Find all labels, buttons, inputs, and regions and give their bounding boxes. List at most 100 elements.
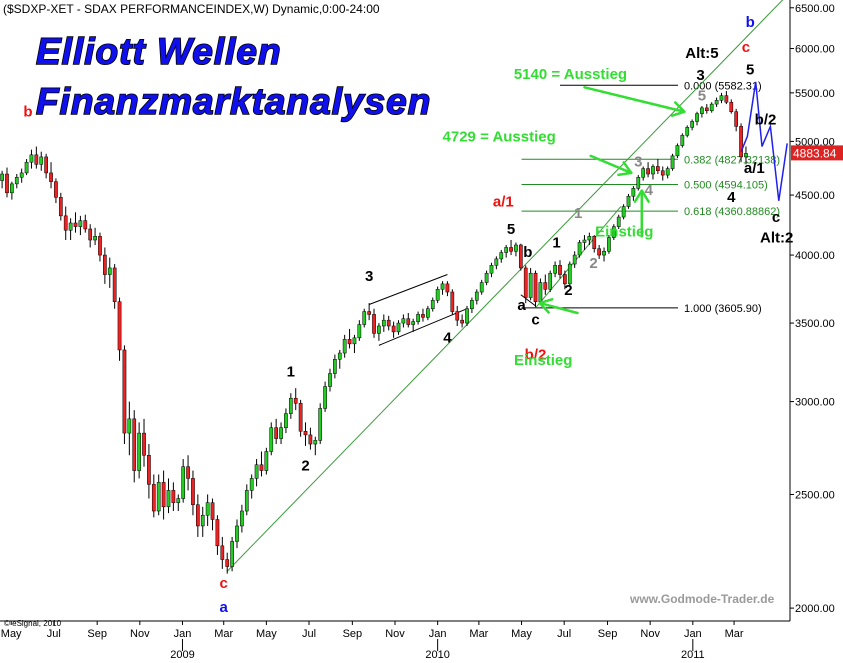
wave-label: 2	[301, 458, 309, 475]
candle-body	[377, 325, 381, 334]
fib-level-label: 0.382 (4827.32138)	[684, 154, 780, 166]
candle-body	[303, 431, 308, 436]
projection-path	[740, 81, 788, 201]
wave-label: b/2	[525, 346, 547, 363]
candle-body	[284, 413, 288, 428]
y-tick-label: 6000.00	[795, 44, 835, 56]
candle-body	[342, 339, 347, 354]
candle-body	[651, 166, 655, 175]
candle-body	[602, 251, 606, 256]
candle-body	[298, 403, 303, 432]
candle-body	[548, 272, 553, 290]
y-tick-label: 2000.00	[795, 603, 835, 615]
candle-body	[563, 274, 567, 285]
candle-body	[386, 319, 391, 327]
candle-body	[333, 359, 337, 374]
candle-body	[274, 427, 279, 439]
wave-label: 3	[696, 67, 704, 84]
watermark: www.Godmode-Trader.de	[629, 592, 775, 606]
candle-body	[367, 311, 371, 315]
candle-body	[103, 254, 107, 275]
candle-body	[142, 432, 146, 456]
candle-body	[724, 95, 729, 103]
candle-body	[690, 121, 694, 128]
candle-body	[259, 464, 264, 471]
x-tick-label: Sep	[598, 628, 618, 640]
candle-body	[5, 173, 9, 194]
y-tick-label: 3000.00	[795, 397, 835, 409]
candle-body	[553, 265, 557, 274]
candle-body	[313, 440, 318, 445]
candle-body	[558, 265, 562, 275]
candle-body	[381, 319, 386, 327]
candle-body	[509, 247, 513, 252]
trendline	[226, 0, 784, 572]
candle-body	[430, 300, 435, 309]
candle-body	[499, 252, 504, 260]
candle-body	[352, 337, 357, 345]
trendline	[520, 294, 536, 307]
candle-body	[156, 482, 161, 512]
candle-body	[122, 349, 127, 434]
candle-body	[132, 418, 137, 471]
x-tick-label: Sep	[87, 628, 107, 640]
annotation-label: 4729 = Ausstieg	[443, 128, 556, 145]
wave-label: 1	[574, 205, 582, 222]
candle-body	[318, 408, 323, 441]
candle-body	[587, 236, 592, 241]
candle-body	[372, 314, 376, 334]
x-tick-label: Sep	[343, 628, 363, 640]
candle-body	[279, 427, 283, 439]
candle-body	[636, 177, 641, 189]
candle-body	[264, 451, 269, 471]
wave-label: a	[517, 297, 526, 314]
candle-body	[528, 272, 533, 298]
candle-body	[88, 228, 93, 241]
candle-body	[734, 111, 739, 127]
wave-label: a/1	[744, 160, 765, 177]
candle-body	[656, 166, 660, 172]
fib-level-label: 1.000 (3605.90)	[684, 303, 762, 315]
candle-body	[93, 236, 97, 241]
candle-body	[58, 197, 63, 217]
candle-body	[626, 195, 631, 207]
trendline	[378, 308, 468, 346]
last-price-box	[791, 145, 843, 161]
candle-body	[455, 311, 460, 321]
candle-body	[421, 314, 425, 318]
candle-body	[176, 498, 181, 503]
candle-body	[19, 172, 24, 178]
candle-body	[592, 236, 597, 249]
candle-body	[117, 301, 122, 351]
candle-body	[293, 397, 298, 404]
x-tick-label: Jul	[557, 628, 571, 640]
wave-label: a	[220, 599, 229, 616]
y-tick-label: 5500.00	[795, 88, 835, 100]
wave-label: 1	[552, 234, 560, 251]
candle-body	[739, 126, 743, 158]
candle-body	[665, 168, 670, 176]
candle-body	[440, 283, 445, 290]
candle-body	[151, 484, 156, 512]
candle-body	[709, 103, 714, 112]
candle-body	[323, 386, 327, 409]
wave-label: b	[23, 104, 32, 121]
candle-body	[147, 455, 151, 485]
candle-body	[695, 113, 699, 122]
candle-body	[646, 168, 650, 175]
wave-label: 5	[698, 87, 706, 104]
candle-body	[504, 247, 509, 253]
candle-body	[347, 339, 352, 345]
x-tick-label: Nov	[130, 628, 150, 640]
chart-title: ($SDXP-XET - SDAX PERFORMANCEINDEX,W) Dy…	[3, 2, 380, 16]
candle-body	[470, 300, 474, 309]
x-tick-label: May	[1, 628, 22, 640]
candle-body	[24, 161, 29, 174]
wave-label: 4	[727, 189, 736, 206]
wave-label: 2	[589, 255, 597, 272]
candle-body	[34, 154, 39, 165]
wave-label: Alt:5	[685, 45, 718, 62]
candle-body	[479, 282, 484, 293]
candle-body	[269, 427, 274, 452]
candle-body	[465, 308, 469, 324]
